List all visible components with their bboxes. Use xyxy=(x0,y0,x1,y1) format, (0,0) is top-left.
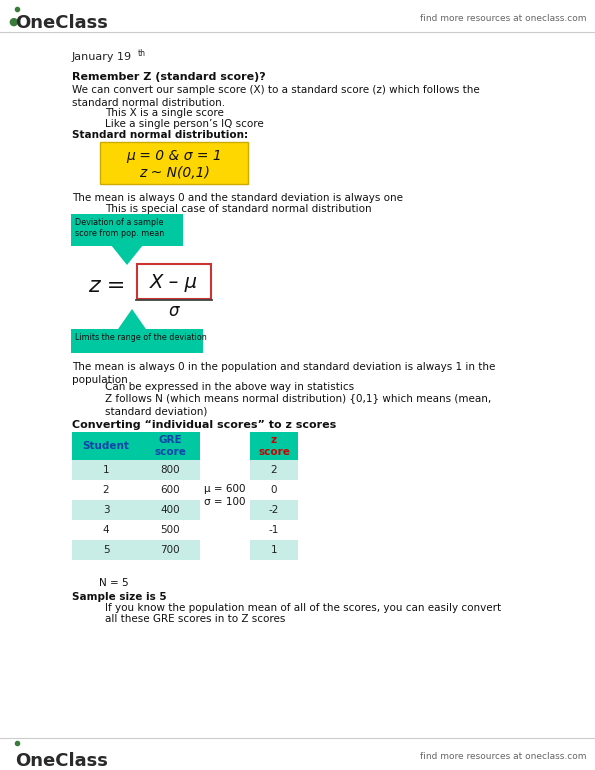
Text: 500: 500 xyxy=(160,525,180,535)
Polygon shape xyxy=(111,245,143,265)
Text: X – μ: X – μ xyxy=(150,273,198,292)
Text: Standard normal distribution:: Standard normal distribution: xyxy=(72,130,248,140)
Text: 600: 600 xyxy=(160,485,180,495)
Text: This X is a single score: This X is a single score xyxy=(105,108,224,118)
Text: find more resources at oneclass.com: find more resources at oneclass.com xyxy=(421,752,587,761)
FancyBboxPatch shape xyxy=(250,540,298,560)
Text: all these GRE scores in to Z scores: all these GRE scores in to Z scores xyxy=(105,614,286,624)
Text: 2: 2 xyxy=(271,465,277,475)
FancyBboxPatch shape xyxy=(250,520,298,540)
Text: This is special case of standard normal distribution: This is special case of standard normal … xyxy=(105,204,372,214)
Text: 4: 4 xyxy=(103,525,109,535)
Text: 2: 2 xyxy=(103,485,109,495)
Text: OneClass: OneClass xyxy=(15,752,108,770)
Text: 1: 1 xyxy=(103,465,109,475)
FancyBboxPatch shape xyxy=(72,480,200,500)
Text: z
score: z score xyxy=(258,435,290,457)
Text: The mean is always 0 in the population and standard deviation is always 1 in the: The mean is always 0 in the population a… xyxy=(72,362,496,385)
Text: Converting “individual scores” to z scores: Converting “individual scores” to z scor… xyxy=(72,420,336,430)
FancyBboxPatch shape xyxy=(72,520,200,540)
Text: The mean is always 0 and the standard deviation is always one: The mean is always 0 and the standard de… xyxy=(72,193,403,203)
Text: Deviation of a sample
score from pop. mean: Deviation of a sample score from pop. me… xyxy=(75,218,164,238)
Text: 3: 3 xyxy=(103,505,109,515)
Text: μ = 600
σ = 100: μ = 600 σ = 100 xyxy=(204,484,246,507)
Text: OneClass: OneClass xyxy=(15,14,108,32)
FancyBboxPatch shape xyxy=(250,480,298,500)
FancyBboxPatch shape xyxy=(137,264,211,299)
Text: 800: 800 xyxy=(160,465,180,475)
FancyBboxPatch shape xyxy=(72,460,200,480)
Text: z =: z = xyxy=(88,276,126,296)
Text: Can be expressed in the above way in statistics: Can be expressed in the above way in sta… xyxy=(105,382,354,392)
Text: 1: 1 xyxy=(271,545,277,555)
Text: GRE
score: GRE score xyxy=(154,435,186,457)
Text: 700: 700 xyxy=(160,545,180,555)
Text: z ~ N(0,1): z ~ N(0,1) xyxy=(139,166,209,180)
Text: σ: σ xyxy=(169,302,179,320)
FancyBboxPatch shape xyxy=(71,329,203,353)
Text: 0: 0 xyxy=(271,485,277,495)
Text: 5: 5 xyxy=(103,545,109,555)
Text: μ = 0 & σ = 1: μ = 0 & σ = 1 xyxy=(126,149,222,163)
FancyBboxPatch shape xyxy=(250,432,298,460)
Text: Z follows N (which means normal distribution) {0,1} which means (mean,
standard : Z follows N (which means normal distribu… xyxy=(105,393,491,417)
FancyBboxPatch shape xyxy=(71,214,183,246)
Text: Student: Student xyxy=(83,441,130,451)
FancyBboxPatch shape xyxy=(72,432,200,460)
Text: January 19: January 19 xyxy=(72,52,132,62)
Text: We can convert our sample score (X) to a standard score (z) which follows the
st: We can convert our sample score (X) to a… xyxy=(72,85,480,109)
Text: 400: 400 xyxy=(160,505,180,515)
Text: ●: ● xyxy=(8,17,18,27)
Text: Sample size is 5: Sample size is 5 xyxy=(72,592,167,602)
Text: find more resources at oneclass.com: find more resources at oneclass.com xyxy=(421,14,587,23)
FancyBboxPatch shape xyxy=(250,500,298,520)
Text: -1: -1 xyxy=(269,525,279,535)
Polygon shape xyxy=(116,309,148,332)
Text: N = 5: N = 5 xyxy=(99,578,129,588)
FancyBboxPatch shape xyxy=(250,460,298,480)
Text: -2: -2 xyxy=(269,505,279,515)
Text: Remember Z (standard score)?: Remember Z (standard score)? xyxy=(72,72,266,82)
Text: th: th xyxy=(138,49,146,58)
FancyBboxPatch shape xyxy=(72,540,200,560)
FancyBboxPatch shape xyxy=(72,500,200,520)
FancyBboxPatch shape xyxy=(100,142,248,184)
Text: Like a single person’s IQ score: Like a single person’s IQ score xyxy=(105,119,264,129)
Text: Limits the range of the deviation: Limits the range of the deviation xyxy=(75,333,206,342)
Text: If you know the population mean of all of the scores, you can easily convert: If you know the population mean of all o… xyxy=(105,603,501,613)
